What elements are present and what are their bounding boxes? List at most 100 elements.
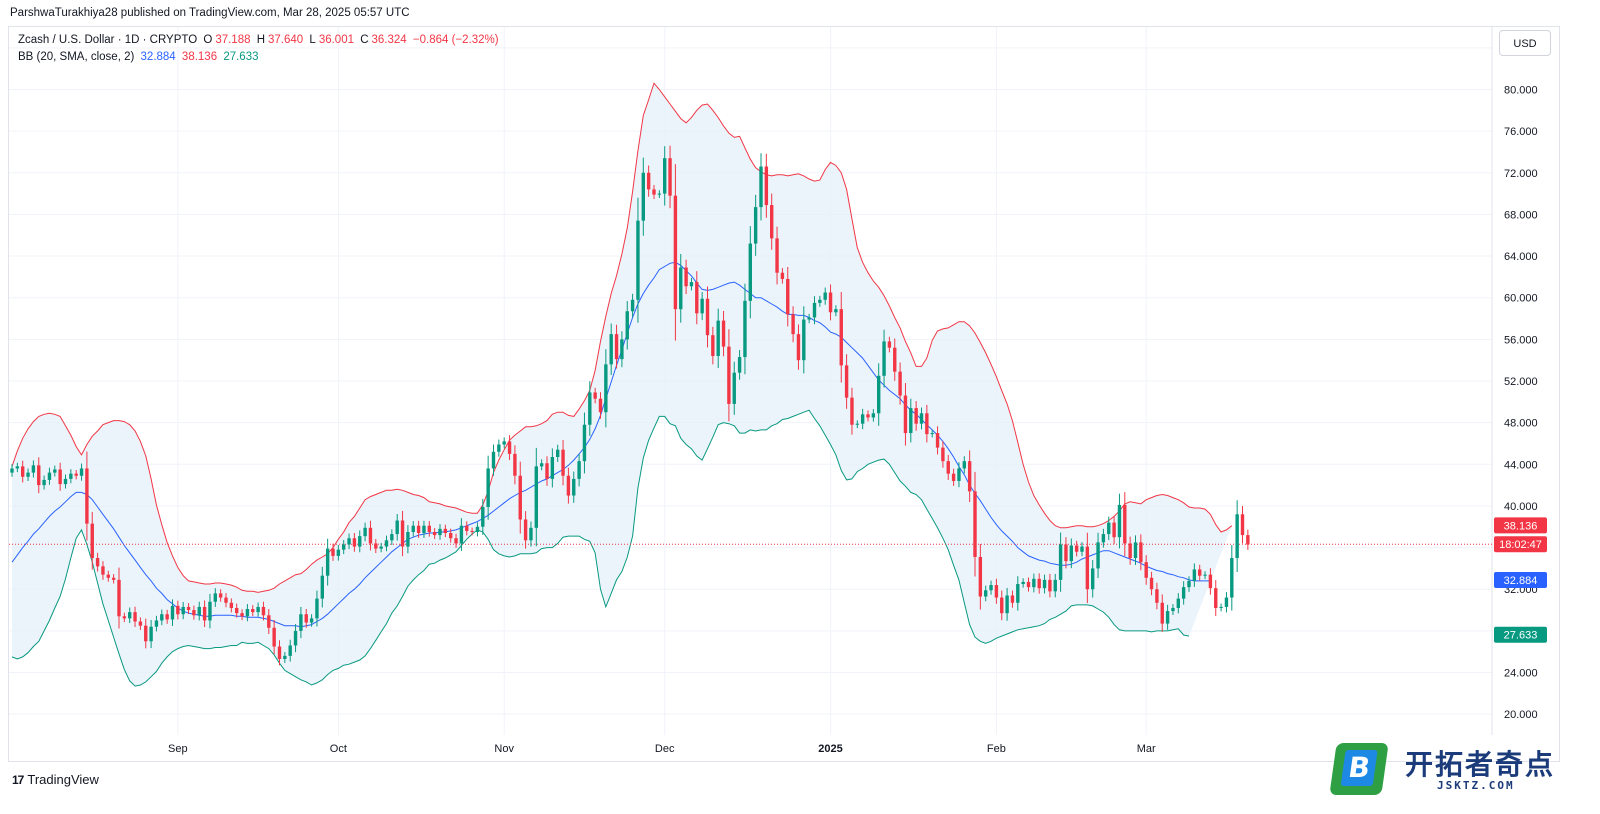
candle-body xyxy=(1240,514,1245,536)
candle-body xyxy=(133,612,137,622)
legend-close: 36.324 xyxy=(371,34,407,46)
candle-body xyxy=(775,238,779,273)
legend-symbol[interactable]: Zcash / U.S. Dollar · 1D · CRYPTO xyxy=(18,34,198,46)
candle-body xyxy=(1080,546,1084,552)
candle-body xyxy=(1133,542,1138,558)
bb-lower-line xyxy=(11,409,1190,687)
candle-body xyxy=(117,579,121,617)
candle-body xyxy=(994,585,999,598)
legend-change: −0.864 (−2.32%) xyxy=(412,34,499,46)
candle-body xyxy=(764,166,769,206)
candle-body xyxy=(572,478,576,496)
candle-body xyxy=(625,311,629,340)
candle-body xyxy=(534,466,538,528)
candle-body xyxy=(411,525,415,532)
candle-body xyxy=(1101,534,1106,543)
candle-body xyxy=(1032,578,1036,588)
y-tick-label: 20.000 xyxy=(1504,709,1538,721)
candle-body xyxy=(582,424,587,462)
candle-body xyxy=(898,371,902,396)
y-tick-label: 80.000 xyxy=(1504,84,1538,96)
candle-body xyxy=(1224,597,1229,607)
legend-bb-upper: 38.136 xyxy=(181,51,218,63)
candle-body xyxy=(545,463,549,479)
tradingview-footer[interactable]: 17 TradingView xyxy=(12,772,99,787)
y-tick-label: 52.000 xyxy=(1504,376,1538,388)
candle-body xyxy=(1000,597,1004,614)
candle-body xyxy=(74,473,78,476)
y-tick-label: 64.000 xyxy=(1504,251,1538,263)
candle-body xyxy=(181,606,185,615)
price-label-text: 18:02:47 xyxy=(1499,539,1542,551)
candle-body xyxy=(1107,522,1111,535)
candle-body xyxy=(641,172,645,221)
legend-low: 36.001 xyxy=(318,34,354,46)
candle-body xyxy=(352,538,357,547)
candle-body xyxy=(106,574,110,578)
candle-body xyxy=(1214,588,1218,608)
x-tick-label: Mar xyxy=(1137,743,1156,755)
candle-body xyxy=(438,528,442,536)
candle-body xyxy=(497,444,501,452)
candle-body xyxy=(828,292,833,313)
candle-body xyxy=(646,172,651,190)
y-tick-label: 44.000 xyxy=(1504,459,1538,471)
candle-body xyxy=(780,272,785,279)
candle-body xyxy=(144,625,148,642)
candle-body xyxy=(101,566,105,575)
candle-body xyxy=(721,320,726,347)
candle-body xyxy=(770,205,774,239)
candle-body xyxy=(1005,595,1009,614)
candle-body xyxy=(684,267,688,287)
candle-body xyxy=(877,375,881,414)
candle-body xyxy=(272,627,276,647)
candle-body xyxy=(459,525,464,544)
candle-body xyxy=(1235,514,1239,558)
x-tick-label: Oct xyxy=(330,743,347,755)
watermark-chinese: 开拓者奇点 xyxy=(1405,748,1556,781)
candle-body xyxy=(481,506,485,527)
candle-body xyxy=(737,357,742,373)
price-label-text: 38.136 xyxy=(1504,520,1538,532)
candle-body xyxy=(384,540,389,547)
candle-body xyxy=(1074,545,1079,552)
candle-body xyxy=(882,341,886,376)
x-tick-label: Nov xyxy=(494,743,514,755)
candle-body xyxy=(566,475,571,496)
candle-body xyxy=(331,548,335,556)
candle-body xyxy=(320,575,324,599)
candle-body xyxy=(1048,579,1052,592)
candle-body xyxy=(154,620,159,627)
candle-body xyxy=(630,299,635,312)
candle-body xyxy=(823,292,827,300)
candle-body xyxy=(251,609,255,613)
candle-body xyxy=(925,413,929,435)
candle-body xyxy=(941,447,945,462)
candle-body xyxy=(1112,522,1116,538)
candle-body xyxy=(299,614,303,631)
candle-body xyxy=(967,461,972,492)
candle-body xyxy=(705,298,710,336)
candle-body xyxy=(727,346,731,404)
candle-body xyxy=(935,433,940,448)
candle-body xyxy=(1181,587,1186,599)
candle-body xyxy=(69,473,73,479)
candle-body xyxy=(759,166,763,208)
currency-button[interactable]: USD xyxy=(1499,30,1551,56)
legend-bb-basis: 32.884 xyxy=(140,51,176,63)
candle-body xyxy=(309,618,314,623)
candle-body xyxy=(202,606,207,621)
candle-body xyxy=(786,278,790,315)
watermark-badge-letter: B xyxy=(1340,750,1378,786)
legend-bb-label[interactable]: BB (20, SMA, close, 2) xyxy=(18,51,135,63)
candle-body xyxy=(523,519,528,541)
candle-body xyxy=(1016,584,1020,603)
candle-body xyxy=(588,392,592,425)
candle-body xyxy=(652,189,656,195)
candle-body xyxy=(1069,545,1073,562)
candle-body xyxy=(347,538,351,545)
x-tick-label: Dec xyxy=(655,743,675,755)
candle-body xyxy=(695,282,699,314)
candle-body xyxy=(561,449,565,476)
